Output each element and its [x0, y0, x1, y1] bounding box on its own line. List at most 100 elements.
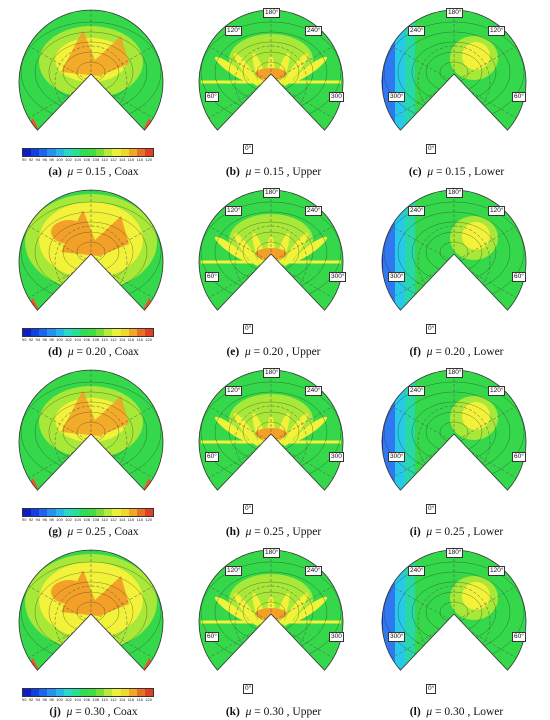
panel-k: 180° 120° 240° 60° 300 0° (k) μ = 0.30 , Upper [182, 542, 365, 720]
colorbar-tick: 120 [145, 337, 152, 342]
panel-caption: (k) μ = 0.30 , Upper [225, 706, 322, 718]
colorbar-tick: 94 [35, 697, 41, 702]
panel-f: 180° 240° 120° 300° 60° 0° (f) μ = 0.20 , Lowe… [365, 182, 548, 360]
colorbar-tick: 96 [42, 697, 47, 702]
panel-d: 90 92 94 96 98 100 102 104 106 108 110 112 114 116 118… [2, 182, 185, 360]
angle-label: 180° [446, 368, 464, 378]
colorbar-ticks: 90 92 94 96 98 100 102 104 106 108 110 112 114 116 118… [22, 517, 152, 522]
colorbar-tick: 116 [127, 157, 135, 162]
colorbar-tick: 118 [136, 697, 143, 702]
contour-plot [18, 369, 164, 491]
panel-caption: (c) μ = 0.15 , Lower [408, 166, 505, 178]
rotor-label: Coax [114, 346, 139, 358]
angle-label: 60° [512, 272, 526, 282]
colorbar-tick: 116 [127, 517, 135, 522]
panel-letter: (j) [49, 706, 61, 718]
angle-label: 0° [426, 324, 437, 334]
colorbar-tick: 92 [28, 517, 34, 522]
mu-value: = 0.15 [436, 166, 466, 178]
panel-letter: (a) [48, 166, 62, 178]
angle-label: 240° [305, 386, 323, 396]
angle-label: 0° [426, 144, 437, 154]
angle-label: 180° [446, 8, 464, 18]
colorbar-tick: 90 [22, 517, 27, 522]
panel-letter: (b) [225, 166, 240, 178]
contour-plot [381, 189, 527, 311]
contour-plot [381, 369, 527, 491]
angle-label: 120° [225, 206, 243, 216]
colorbar-tick: 116 [127, 337, 135, 342]
colorbar-tick: 90 [22, 697, 27, 702]
angle-label: 180° [446, 188, 464, 198]
panel-letter: (d) [48, 346, 63, 358]
angle-label: 240° [305, 566, 323, 576]
angle-label: 60° [512, 632, 526, 642]
mu-value: = 0.25 [76, 526, 106, 538]
contour-plot [18, 189, 164, 311]
panel-caption: (f) μ = 0.20 , Lower [409, 346, 504, 358]
colorbar-tick: 102 [65, 697, 72, 702]
colorbar-tick: 94 [35, 157, 41, 162]
panel-letter: (g) [48, 526, 62, 538]
colorbar-tick: 118 [136, 517, 143, 522]
colorbar-tick: 104 [74, 337, 81, 342]
contour-plot [198, 549, 344, 671]
angle-label: 300° [388, 632, 406, 642]
panel-letter: (e) [226, 346, 240, 358]
mu-symbol: μ [67, 526, 74, 538]
angle-label: 0° [243, 684, 254, 694]
angle-label: 120° [225, 386, 243, 396]
panel-caption: (g) μ = 0.25 , Coax [48, 526, 139, 538]
colorbar-tick: 120 [145, 517, 152, 522]
colorbar-tick: 114 [118, 157, 126, 162]
colorbar-tick: 98 [49, 517, 54, 522]
colorbar-tick: 110 [101, 337, 108, 342]
panel-caption: (a) μ = 0.15 , Coax [48, 166, 139, 178]
angle-label: 60° [512, 452, 526, 462]
angle-label: 300° [388, 272, 406, 282]
panel-caption: (d) μ = 0.20 , Coax [48, 346, 139, 358]
panel-letter: (k) [225, 706, 240, 718]
colorbar-tick: 112 [110, 697, 117, 702]
angle-label: 0° [426, 504, 437, 514]
angle-label: 180° [263, 548, 281, 558]
angle-label: 180° [263, 8, 281, 18]
panel-caption: (j) μ = 0.30 , Coax [49, 706, 138, 718]
angle-label: 240° [305, 206, 323, 216]
colorbar [22, 508, 154, 517]
contour-plot [18, 9, 164, 131]
colorbar-tick: 112 [110, 157, 117, 162]
colorbar-tick: 102 [65, 157, 72, 162]
colorbar-tick: 118 [136, 337, 143, 342]
colorbar [22, 328, 154, 337]
colorbar-tick: 98 [49, 337, 54, 342]
colorbar-tick: 92 [28, 697, 34, 702]
angle-label: 300° [388, 452, 406, 462]
mu-symbol: μ [67, 346, 74, 358]
colorbar-tick: 94 [35, 517, 41, 522]
mu-value: = 0.20 [76, 346, 107, 358]
panel-l: 180° 240° 120° 300° 60° 0° (l) μ = 0.30 , Lowe… [365, 542, 548, 720]
colorbar-tick: 106 [83, 157, 91, 162]
mu-value: = 0.25 [254, 526, 284, 538]
angle-label: 120° [488, 566, 506, 576]
colorbar-tick: 120 [145, 697, 152, 702]
panel-c: 180° 240° 120° 300° 60° 0° (c) μ = 0.15 , Lowe… [365, 2, 548, 180]
colorbar-tick: 92 [28, 337, 34, 342]
colorbar-tick: 106 [83, 697, 91, 702]
colorbar-tick: 108 [92, 157, 100, 162]
mu-symbol: μ [427, 166, 434, 178]
mu-symbol: μ [426, 346, 433, 358]
colorbar-tick: 96 [42, 157, 47, 162]
colorbar-tick: 104 [74, 697, 81, 702]
rotor-label: Upper [291, 346, 321, 358]
angle-label: 180° [446, 548, 464, 558]
mu-value: = 0.25 [435, 526, 465, 538]
angle-label: 60° [205, 92, 219, 102]
colorbar-tick: 110 [101, 697, 108, 702]
colorbar-tick: 94 [35, 337, 41, 342]
panel-e: 180° 120° 240° 60° 300° 0° (e) μ = 0.20 , Uppe… [182, 182, 365, 360]
colorbar-tick: 110 [101, 157, 108, 162]
angle-label: 120° [488, 26, 506, 36]
